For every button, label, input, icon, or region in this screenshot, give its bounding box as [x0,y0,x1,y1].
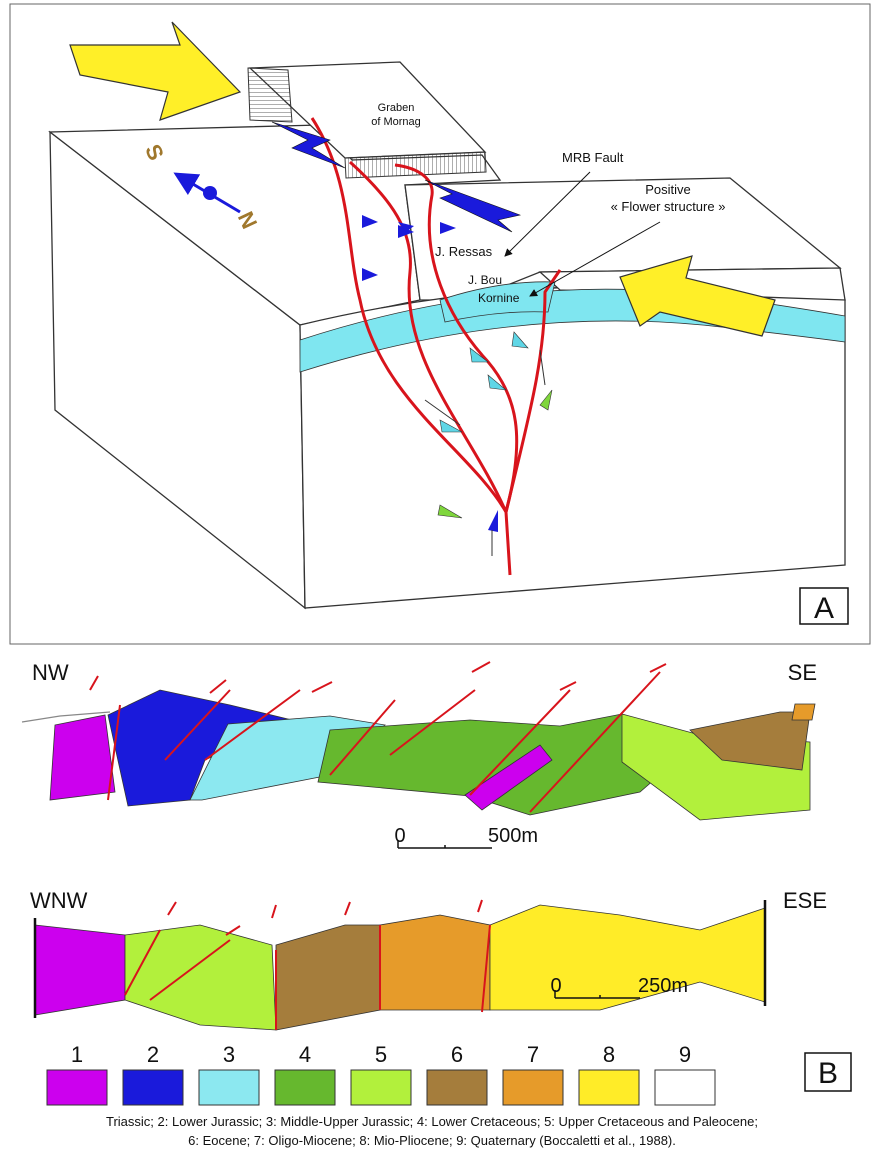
direction-label: NW [32,660,69,685]
panel-a-shape [70,22,240,120]
legend-swatch [351,1070,411,1105]
section-2-shape [490,905,765,1010]
legend-swatch [123,1070,183,1105]
legend: 1 2 3 4 5 6 7 8 9 [47,1042,715,1105]
legend-number: 4 [299,1042,311,1067]
scale-bar-shape [398,840,492,848]
legend-number: 1 [71,1042,83,1067]
locality-label: Kornine [478,291,520,305]
legend-number: 7 [527,1042,539,1067]
legend-swatch [275,1070,335,1105]
scale-bar [398,840,492,848]
legend-swatch [199,1070,259,1105]
caption: Triassic; 2: Lower Jurassic; 3: Middle-U… [106,1114,758,1129]
scale-zero: 0 [550,975,561,997]
section-2 [35,900,765,1030]
fault-label: MRB Fault [562,150,624,165]
scale-length: 500m [488,825,538,847]
panel-label: A [814,592,834,625]
legend-number: 9 [679,1042,691,1067]
locality-label: J. Ressas [435,244,493,259]
section-2-shape [380,915,490,1010]
graben-label: of Mornag [371,116,421,128]
legend-number: 3 [223,1042,235,1067]
section-1-shape [50,715,115,800]
panel-a-shape [203,186,217,200]
scale-zero: 0 [394,825,405,847]
legend-swatch [427,1070,487,1105]
direction-label: WNW [30,888,88,913]
figure: Graben of Mornag MRB Fault Positive « Fl… [0,0,877,1155]
legend-number: 2 [147,1042,159,1067]
panel-label: B [818,1057,838,1090]
locality-label: J. Bou [468,273,502,287]
section-2-shape [125,925,276,1030]
flower-label: « Flower structure » [611,199,726,214]
legend-swatch [47,1070,107,1105]
panel-a [10,4,870,644]
section-1-shape [90,662,666,693]
legend-number: 6 [451,1042,463,1067]
section-1-shape [792,704,815,720]
legend-swatch [503,1070,563,1105]
section-1 [22,662,815,820]
section-2-shape [35,925,125,1015]
section-2-shape [276,925,380,1030]
legend-number: 5 [375,1042,387,1067]
panel-a-shape [248,68,292,122]
direction-label: SE [788,660,817,685]
caption: 6: Eocene; 7: Oligo-Miocene; 8: Mio-Plio… [188,1133,676,1148]
graben-label: Graben [378,102,415,114]
legend-number: 8 [603,1042,615,1067]
scale-length: 250m [638,975,688,997]
legend-swatch [655,1070,715,1105]
direction-label: ESE [783,888,827,913]
legend-swatch [579,1070,639,1105]
flower-label: Positive [645,182,691,197]
